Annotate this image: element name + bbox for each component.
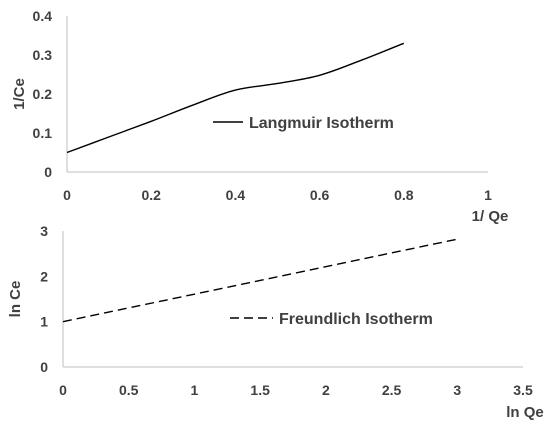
freundlich-series-line bbox=[62, 238, 458, 323]
freundlich-y-tick-label: 1 bbox=[40, 314, 48, 330]
freundlich-x-tick-label: 2 bbox=[322, 382, 330, 398]
freundlich-y-ticks: 0 1 2 3 bbox=[40, 223, 48, 375]
langmuir-y-axis-label: 1/Ce bbox=[11, 78, 28, 110]
langmuir-y-tick-label: 0.3 bbox=[33, 47, 53, 63]
langmuir-y-tick-label: 0.1 bbox=[33, 125, 53, 141]
langmuir-x-axis-label: 1/ Qe bbox=[472, 208, 509, 225]
freundlich-x-tick-label: 3 bbox=[453, 382, 461, 398]
langmuir-y-tick-label: 0.4 bbox=[33, 8, 53, 24]
langmuir-legend-label: Langmuir Isotherm bbox=[249, 115, 394, 132]
freundlich-x-tick-label: 0 bbox=[59, 382, 67, 398]
freundlich-x-tick-label: 3.5 bbox=[513, 382, 533, 398]
freundlich-series bbox=[62, 238, 458, 323]
langmuir-y-tick-label: 0.2 bbox=[33, 86, 53, 102]
langmuir-series-line bbox=[66, 42, 405, 154]
langmuir-y-ticks: 0 0.1 0.2 0.3 0.4 bbox=[33, 8, 53, 180]
freundlich-y-axis-label: ln Ce bbox=[7, 281, 24, 318]
langmuir-x-tick-label: 0.6 bbox=[310, 187, 330, 203]
freundlich-x-axis-label: ln Qe bbox=[506, 404, 544, 421]
langmuir-x-tick-label: 0.4 bbox=[226, 187, 246, 203]
langmuir-chart: 0 0.2 0.4 0.6 0.8 1 0 0.1 0.2 0.3 0.4 Langmuir Is… bbox=[11, 8, 508, 225]
freundlich-x-tick-label: 0.5 bbox=[119, 382, 139, 398]
langmuir-x-tick-label: 0.2 bbox=[141, 187, 161, 203]
freundlich-legend-label: Freundlich Isotherm bbox=[279, 311, 433, 328]
freundlich-y-tick-label: 2 bbox=[40, 268, 48, 284]
freundlich-y-tick-label: 0 bbox=[40, 359, 48, 375]
freundlich-y-tick-label: 3 bbox=[40, 223, 48, 239]
freundlich-chart: 0 0.5 1 1.5 2 2.5 3 3.5 0 1 2 3 Freundlich Isother… bbox=[7, 223, 544, 421]
freundlich-x-ticks: 0 0.5 1 1.5 2 2.5 3 3.5 bbox=[59, 382, 533, 398]
langmuir-y-tick-label: 0 bbox=[44, 164, 52, 180]
freundlich-x-tick-label: 1 bbox=[191, 382, 199, 398]
langmuir-x-ticks: 0 0.2 0.4 0.6 0.8 1 bbox=[63, 187, 492, 203]
freundlich-x-tick-label: 1.5 bbox=[250, 382, 270, 398]
langmuir-x-tick-label: 1 bbox=[484, 187, 492, 203]
langmuir-x-tick-label: 0.8 bbox=[394, 187, 414, 203]
freundlich-x-tick-label: 2.5 bbox=[382, 382, 402, 398]
langmuir-series bbox=[66, 42, 405, 154]
langmuir-x-tick-label: 0 bbox=[63, 187, 71, 203]
